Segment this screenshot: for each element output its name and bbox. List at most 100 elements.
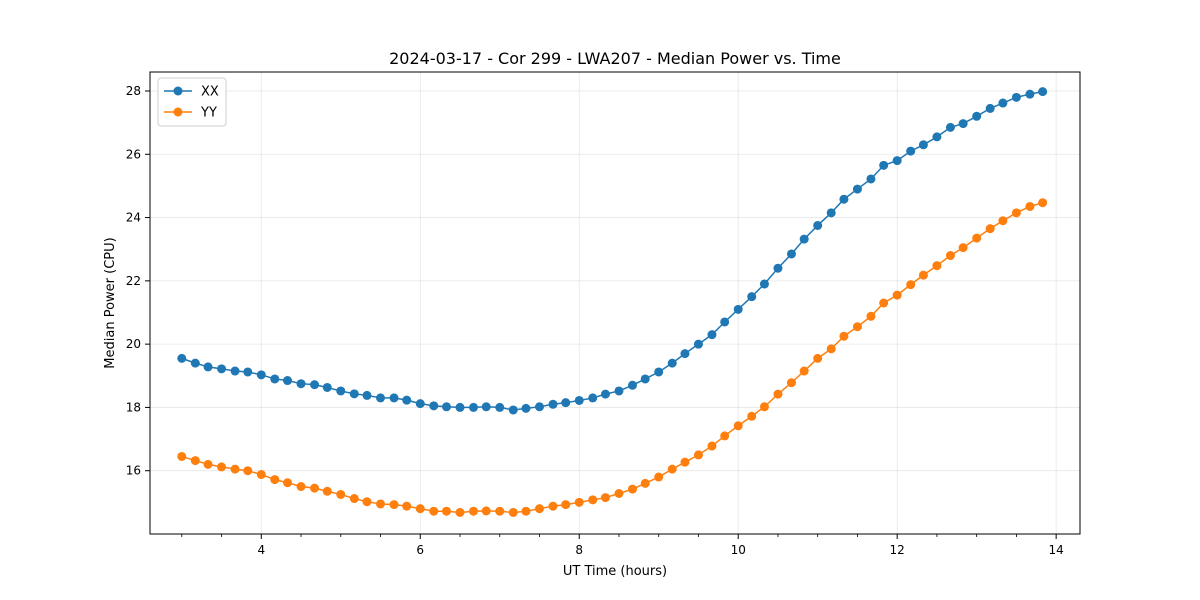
data-point-xx bbox=[415, 399, 425, 409]
data-point-xx bbox=[521, 403, 531, 413]
data-point-yy bbox=[972, 233, 982, 243]
data-point-yy bbox=[336, 489, 346, 499]
data-point-xx bbox=[985, 103, 995, 113]
data-point-xx bbox=[534, 402, 544, 412]
data-point-xx bbox=[469, 402, 479, 412]
data-point-xx bbox=[429, 401, 439, 411]
legend-entry-xx: XX bbox=[164, 85, 219, 100]
data-point-yy bbox=[693, 450, 703, 460]
data-point-xx bbox=[455, 402, 465, 412]
data-point-yy bbox=[429, 506, 439, 516]
data-point-xx bbox=[918, 140, 928, 150]
data-point-yy bbox=[534, 504, 544, 514]
x-tick-label: 4 bbox=[257, 543, 265, 557]
data-point-xx bbox=[839, 194, 849, 204]
data-point-yy bbox=[243, 466, 253, 476]
data-point-xx bbox=[1038, 87, 1048, 97]
data-point-xx bbox=[376, 393, 386, 403]
data-point-xx bbox=[310, 380, 320, 390]
data-point-yy bbox=[190, 456, 200, 466]
data-point-xx bbox=[906, 146, 916, 156]
axis-ticks: 4 6 8 10 12 14 16 18 20 22 24 26 28 bbox=[126, 84, 1064, 557]
data-point-yy bbox=[1011, 208, 1021, 218]
data-point-xx bbox=[600, 389, 610, 399]
data-point-xx bbox=[892, 156, 902, 166]
data-point-yy bbox=[958, 243, 968, 253]
series-layer bbox=[177, 87, 1048, 517]
data-point-xx bbox=[958, 119, 968, 129]
data-point-yy bbox=[469, 506, 479, 516]
data-point-yy bbox=[985, 224, 995, 234]
data-point-yy bbox=[627, 484, 637, 494]
data-point-yy bbox=[322, 486, 332, 496]
x-tick-label: 6 bbox=[416, 543, 424, 557]
data-point-xx bbox=[786, 249, 796, 259]
data-point-xx bbox=[759, 279, 769, 289]
data-point-xx bbox=[693, 339, 703, 349]
data-point-yy bbox=[256, 470, 266, 480]
data-point-yy bbox=[270, 475, 280, 485]
data-point-yy bbox=[230, 464, 240, 474]
data-point-yy bbox=[574, 497, 584, 507]
data-point-xx bbox=[349, 389, 359, 399]
x-tick-label: 14 bbox=[1049, 543, 1064, 557]
data-point-xx bbox=[230, 366, 240, 376]
legend-marker bbox=[173, 107, 183, 117]
data-point-yy bbox=[389, 500, 399, 510]
legend-label: XX bbox=[201, 85, 219, 100]
data-point-yy bbox=[415, 504, 425, 514]
data-point-xx bbox=[932, 132, 942, 142]
data-point-xx bbox=[945, 122, 955, 132]
y-tick-label: 16 bbox=[126, 464, 141, 478]
data-point-xx bbox=[654, 367, 664, 377]
data-point-yy bbox=[707, 441, 717, 451]
data-point-xx bbox=[336, 386, 346, 396]
data-point-yy bbox=[866, 311, 876, 321]
y-tick-label: 28 bbox=[126, 84, 141, 98]
y-tick-label: 20 bbox=[126, 337, 141, 351]
series-xx bbox=[177, 87, 1048, 415]
data-point-yy bbox=[495, 506, 505, 516]
data-point-yy bbox=[932, 261, 942, 271]
data-point-xx bbox=[852, 184, 862, 194]
data-point-yy bbox=[481, 506, 491, 516]
data-point-xx bbox=[667, 358, 677, 368]
data-point-yy bbox=[561, 500, 571, 510]
data-point-yy bbox=[600, 493, 610, 503]
data-point-yy bbox=[813, 353, 823, 363]
data-point-xx bbox=[614, 386, 624, 396]
data-point-yy bbox=[402, 501, 412, 511]
data-point-xx bbox=[1011, 92, 1021, 102]
data-point-xx bbox=[322, 382, 332, 392]
data-point-xx bbox=[256, 370, 266, 380]
data-point-yy bbox=[720, 431, 730, 441]
data-point-xx bbox=[879, 160, 889, 170]
data-point-xx bbox=[296, 379, 306, 389]
data-point-yy bbox=[998, 216, 1008, 226]
data-point-yy bbox=[283, 478, 293, 488]
legend: XX YY bbox=[157, 77, 227, 127]
data-point-xx bbox=[733, 304, 743, 314]
y-axis-label: Median Power (CPU) bbox=[103, 237, 118, 368]
legend-marker bbox=[173, 86, 183, 96]
x-tick-label: 10 bbox=[731, 543, 746, 557]
x-tick-label: 12 bbox=[890, 543, 905, 557]
data-point-xx bbox=[813, 220, 823, 230]
data-point-yy bbox=[548, 501, 558, 511]
data-point-xx bbox=[495, 402, 505, 412]
data-point-xx bbox=[243, 367, 253, 377]
data-point-xx bbox=[574, 395, 584, 405]
data-point-xx bbox=[362, 390, 372, 400]
data-point-yy bbox=[217, 462, 227, 472]
y-tick-label: 24 bbox=[126, 211, 141, 225]
data-point-yy bbox=[918, 270, 928, 280]
data-point-yy bbox=[773, 389, 783, 399]
data-point-xx bbox=[707, 330, 717, 340]
data-point-yy bbox=[826, 344, 836, 354]
data-point-yy bbox=[892, 290, 902, 300]
series-yy bbox=[177, 198, 1048, 517]
data-point-xx bbox=[177, 353, 187, 363]
data-point-xx bbox=[747, 292, 757, 302]
data-point-xx bbox=[561, 398, 571, 408]
